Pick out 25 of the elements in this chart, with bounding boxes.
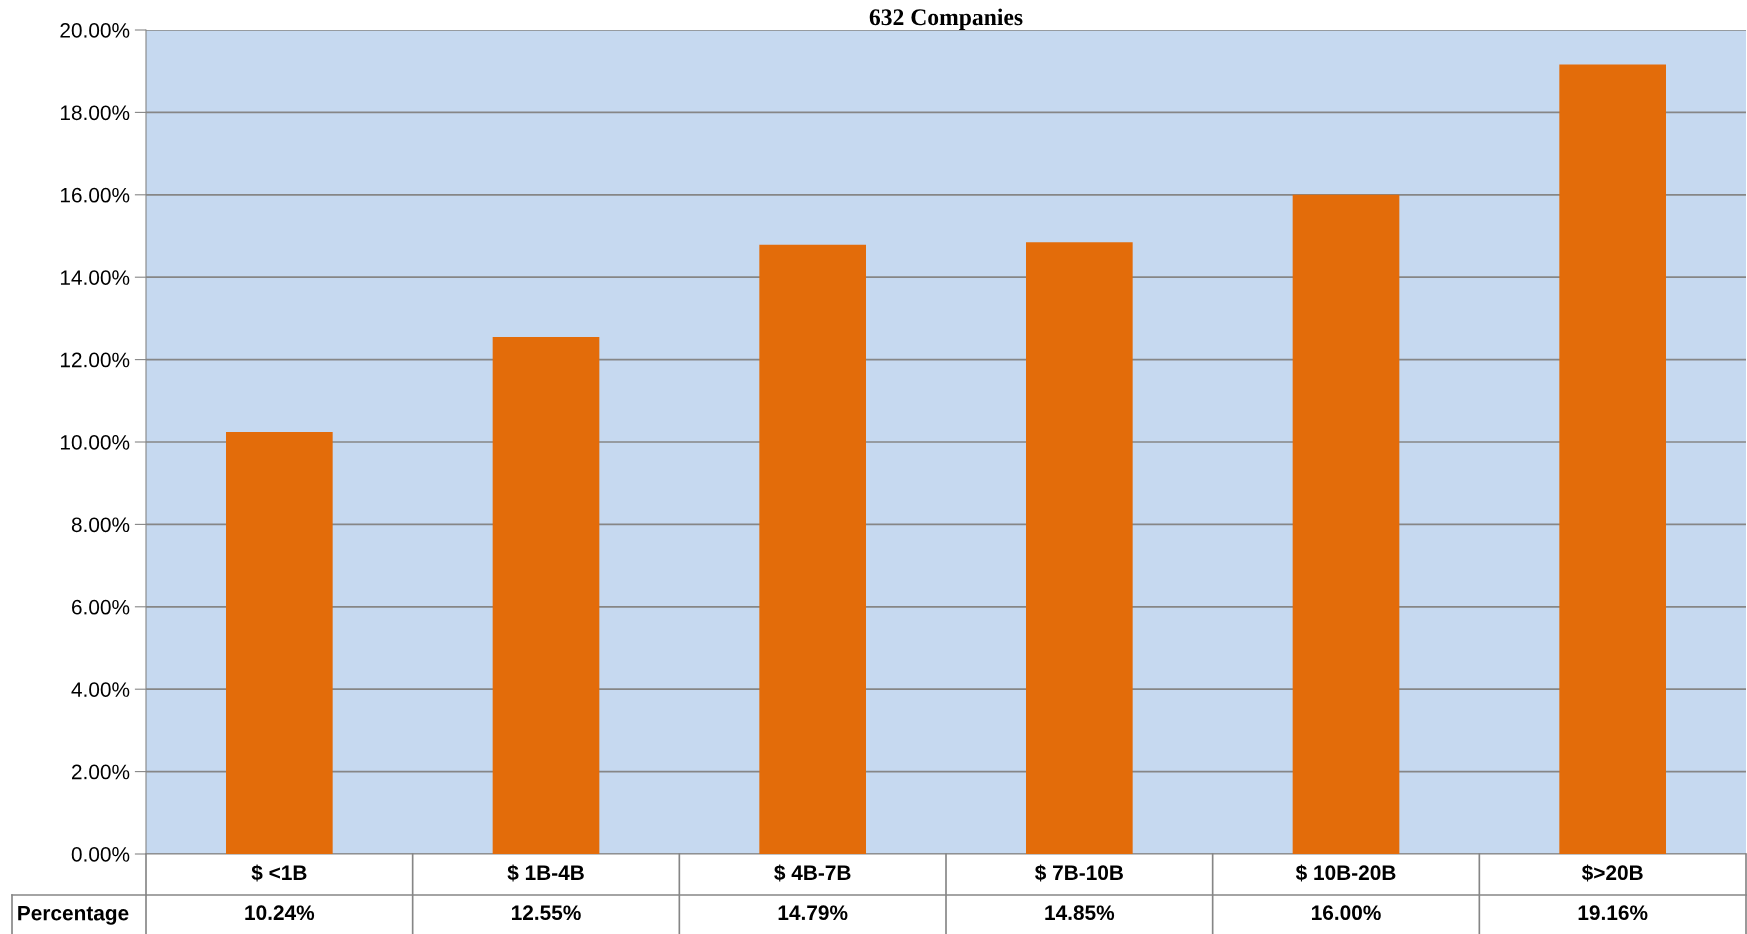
y-tick-label: 4.00% — [71, 682, 130, 697]
y-tick-label: 10.00% — [60, 435, 130, 450]
chart-title: 632 Companies — [869, 8, 1023, 30]
y-tick-label: 18.00% — [60, 105, 130, 121]
y-tick-label: 2.00% — [72, 764, 130, 780]
x-tick-label: $>20B — [1581, 864, 1643, 882]
x-tick-label: $ 7B-10B — [1035, 864, 1123, 882]
x-tick-label: $ 4B-7B — [774, 864, 851, 882]
x-tick-label: $ 10B-20B — [1295, 864, 1396, 882]
text: Percentage — [18, 905, 129, 925]
y-tick-label: 6.00% — [72, 599, 130, 615]
x-tick-label: $ <1B — [251, 864, 307, 882]
data-label: 10.24% — [245, 905, 315, 921]
y-tick-label: 16.00% — [60, 187, 130, 203]
data-label: 14.79% — [778, 905, 848, 921]
y-tick-label: 8.00% — [71, 517, 130, 533]
data-label: 19.16% — [1578, 905, 1648, 921]
data-label: 14.85% — [1045, 905, 1115, 921]
y-tick-label: 20.00% — [60, 23, 130, 38]
y-tick-label: 12.00% — [60, 352, 130, 368]
x-tick-label: $ 1B-4B — [507, 864, 584, 882]
y-tick-label: 14.00% — [60, 270, 130, 285]
data-label: 16.00% — [1311, 905, 1381, 921]
y-tick-label: 0.00% — [71, 847, 130, 862]
data-label: 12.55% — [511, 905, 581, 921]
